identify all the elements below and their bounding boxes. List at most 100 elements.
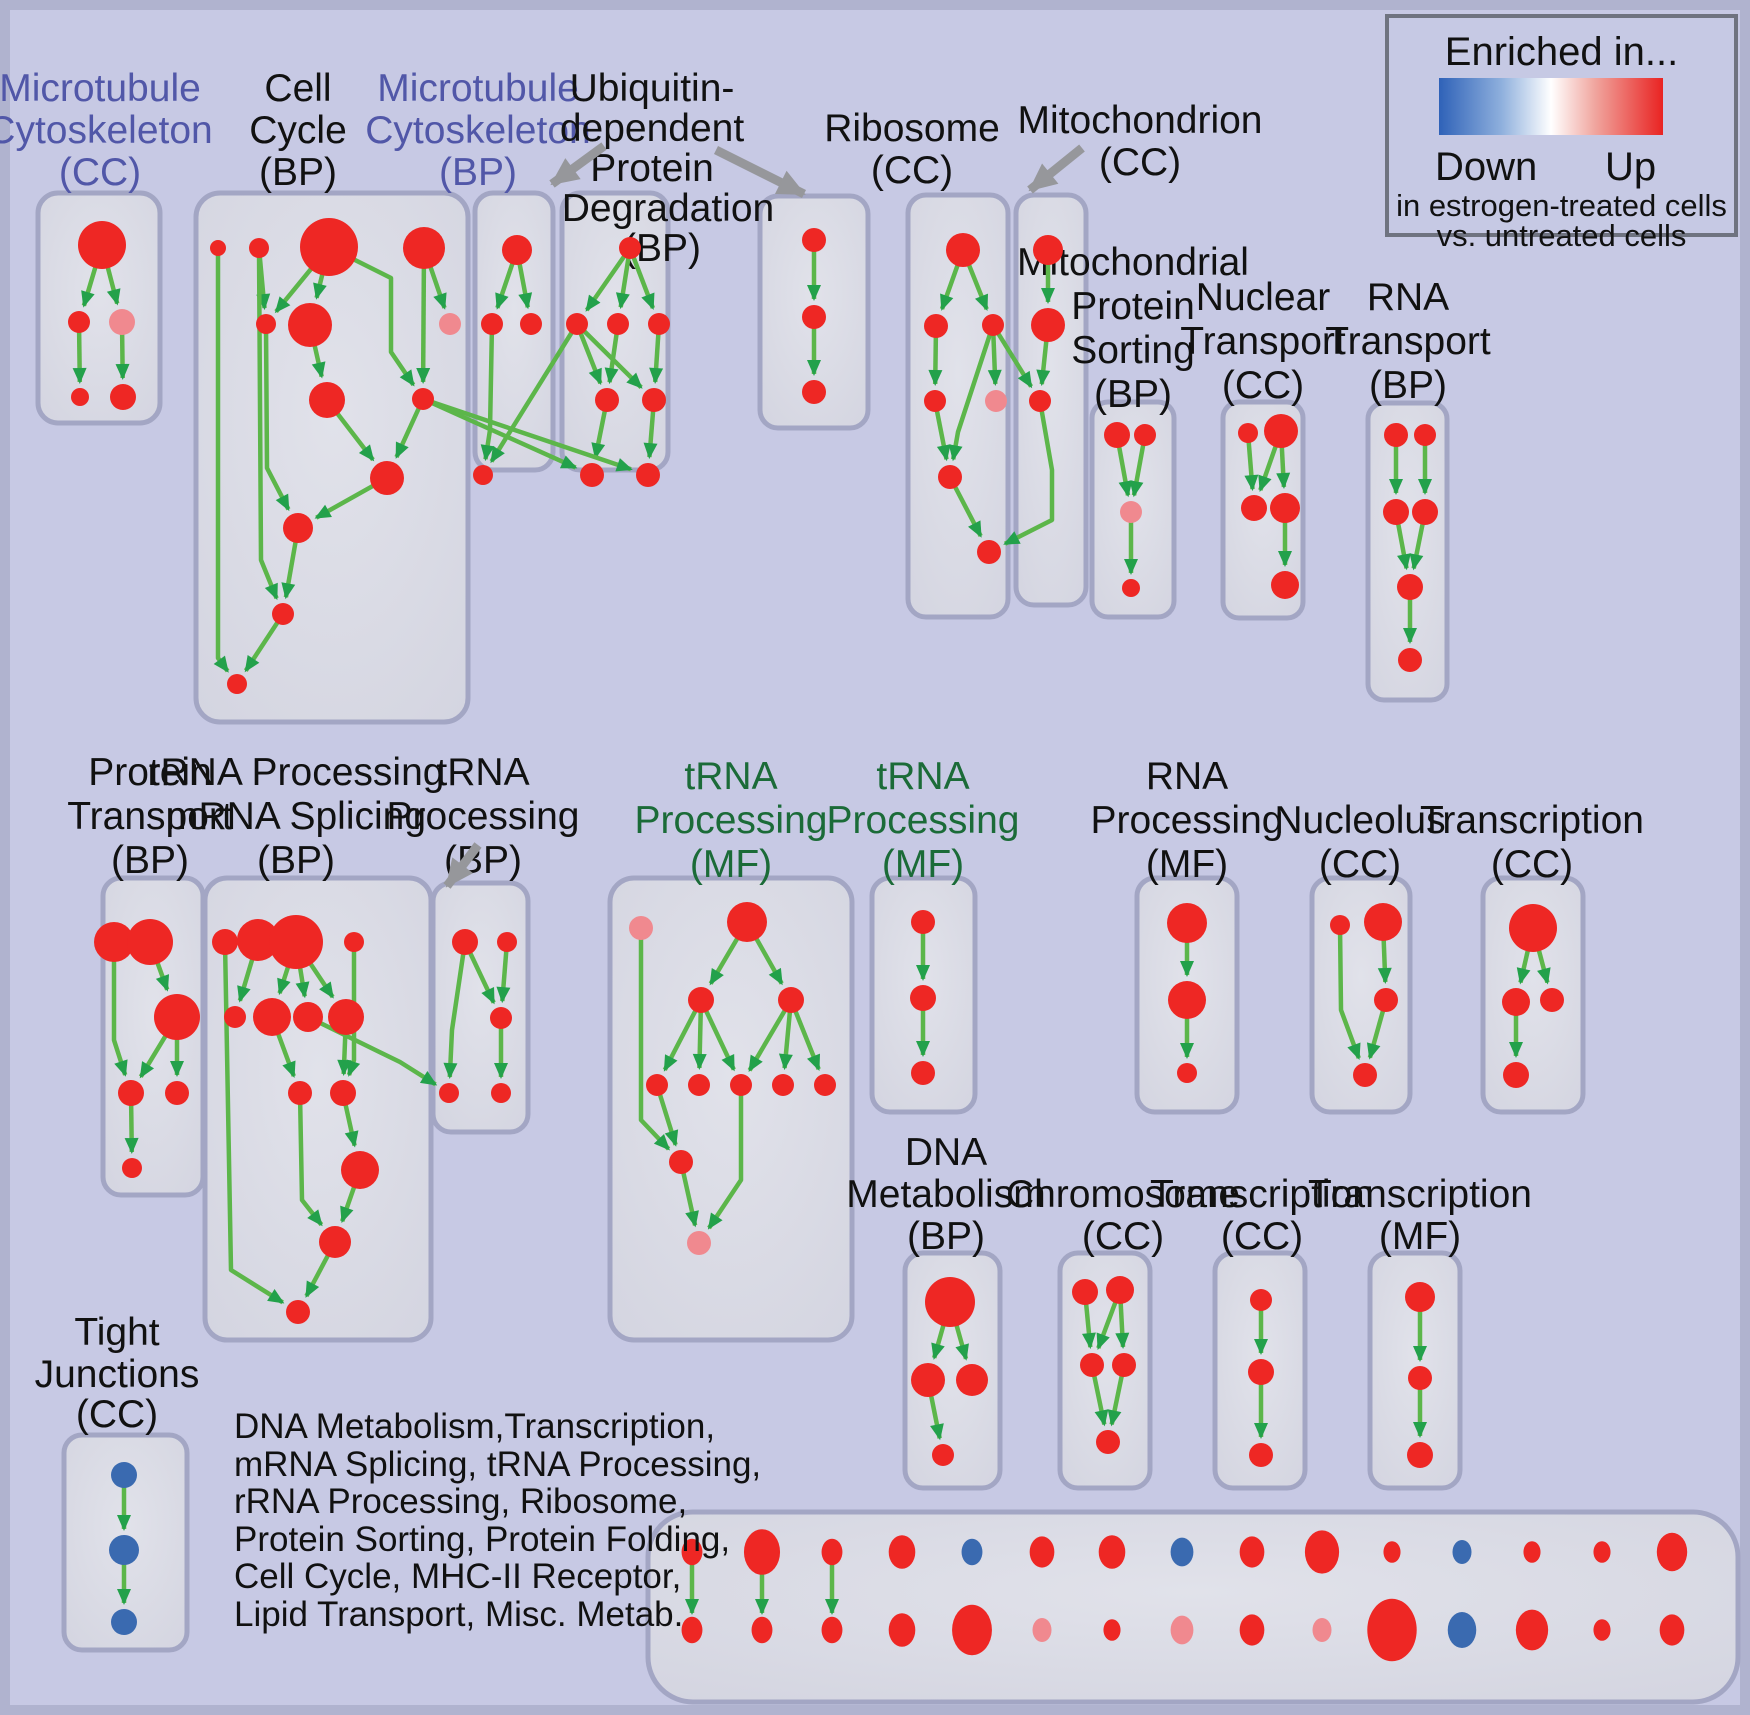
cluster-label-trmf1-line-1: tRNA (684, 755, 777, 798)
go-term-node-trmf1-T (727, 902, 767, 942)
note-line-1: DNA Metabolism,Transcription, (234, 1407, 716, 1446)
cluster-label-trcc2-line-1: Transcription (1420, 799, 1644, 842)
cross-edge-mito.n3-ribosome.bot (1003, 400, 1055, 546)
go-term-node-ribosome-conv (938, 465, 962, 489)
go-term-node-rnat-t1 (1384, 423, 1408, 447)
edge-cell_cycle-e-k (263, 323, 291, 512)
go-term-node-rrna-L (319, 1226, 351, 1258)
go-term-node-trbp-bL (439, 1083, 459, 1103)
cluster-label-mt_cc-line-3: (CC) (59, 151, 141, 194)
edge-trmf1-mA-r1 (662, 998, 703, 1072)
go-term-node-chrom-tR (1106, 1276, 1134, 1304)
go-term-node-overview-b7 (1103, 1619, 1121, 1641)
go-term-node-dnamet-bot (932, 1444, 954, 1466)
cluster-label-chrom-line-1: Chromosome (1006, 1173, 1240, 1216)
go-term-node-chrom-bot (1096, 1430, 1120, 1454)
go-term-node-rrna-C (269, 915, 323, 969)
cluster-label-dnamet-line-3: (BP) (907, 1215, 985, 1258)
go-term-node-nt-tS (1238, 423, 1258, 443)
go-term-node-cell_cycle-c (300, 218, 358, 276)
edge-cell_cycle-c-i (327, 244, 416, 387)
cluster-label-tight-line-1: Tight (74, 1311, 159, 1354)
go-term-node-overview-b13 (1515, 1609, 1549, 1651)
go-term-node-tight-n1 (111, 1462, 137, 1488)
cluster-label-trcc3-line-1: Transcription (1150, 1173, 1374, 1216)
go-term-node-dnamet-bL (911, 1363, 945, 1397)
go-term-node-mps-t1 (1104, 422, 1130, 448)
go-term-node-nt-mL (1241, 495, 1267, 521)
go-term-node-trmf1-r5 (814, 1074, 836, 1096)
cluster-label-mt_bp-line-1: Microtubule (377, 67, 579, 110)
go-term-node-mps-t2 (1134, 424, 1156, 446)
go-term-node-ribosome-hub (982, 314, 1004, 336)
go-term-node-overview-t1 (681, 1538, 703, 1566)
cluster-label-ubiq-line-2: dependent (560, 107, 745, 150)
cluster-label-cell_cycle-line-3: (BP) (259, 151, 337, 194)
edge-ubiq-m1-l2 (575, 322, 643, 390)
cluster-label-ubiq-line-1: Ubiquitin- (570, 67, 735, 110)
cluster-label-tight-line-3: (CC) (76, 1393, 158, 1436)
go-term-node-trmf3-n1 (1405, 1282, 1435, 1312)
cluster-label-trbp-line-1: tRNA (436, 751, 529, 794)
edge-trmf1-r3-pb (707, 1085, 744, 1230)
legend-subtitle-1: in estrogen-treated cells (1396, 188, 1727, 223)
label-pointer-arrow-1 (549, 142, 607, 188)
go-term-node-pt-m2 (165, 1081, 189, 1105)
go-term-node-mito-n2 (1031, 308, 1065, 342)
go-term-node-ubiq2-n2 (802, 305, 826, 329)
go-term-node-chrom-mR (1112, 1353, 1136, 1377)
go-term-node-ubiq2-n1 (802, 228, 826, 252)
cluster-label-nucleolus-line-2: (CC) (1319, 843, 1401, 886)
legend-title: Enriched in... (1444, 30, 1679, 74)
go-term-node-rrna-B (237, 919, 279, 961)
go-term-node-rnat-t2 (1414, 424, 1436, 446)
cluster-label-ribosome-line-1: Ribosome (824, 107, 1000, 150)
go-term-node-trcc3-n2 (1248, 1359, 1274, 1385)
go-term-node-mt_bp-top (502, 235, 532, 265)
cluster-label-rnaproc-line-2: Processing (1091, 799, 1284, 842)
go-term-node-trcc2-mR (1540, 988, 1564, 1012)
go-term-node-overview-b1 (681, 1616, 703, 1644)
cluster-label-nt-line-3: (CC) (1222, 364, 1304, 407)
go-term-node-rrna-K (341, 1151, 379, 1189)
cluster-label-trmf2-line-3: (MF) (882, 843, 964, 886)
go-term-node-rrna-H (328, 999, 364, 1035)
cluster-label-mito-line-1: Mitochondrion (1018, 99, 1263, 142)
go-term-node-overview-t6 (1029, 1536, 1055, 1568)
go-term-node-cell_cycle-d (403, 227, 445, 269)
cluster-label-rnat-line-3: (BP) (1369, 364, 1447, 407)
go-term-node-pt-b1 (94, 922, 134, 962)
note-line-4: Protein Sorting, Protein Folding, (234, 1519, 731, 1559)
go-term-node-trcc3-n3 (1249, 1443, 1273, 1467)
cluster-box-chrom (1057, 1250, 1153, 1491)
go-term-node-trmf1-r3 (730, 1074, 752, 1096)
go-term-node-trcc2-top (1509, 904, 1557, 952)
go-term-node-ribosome-pink (985, 390, 1007, 412)
edge-ubiq-top-m1 (584, 246, 632, 312)
go-term-node-rnat-m2 (1412, 499, 1438, 525)
go-term-node-ubiq-m1 (566, 313, 588, 335)
go-term-node-mito-n1 (1033, 235, 1063, 265)
cross-edge-ribosome.hub-mito.n3 (991, 323, 1034, 389)
cluster-label-pt-line-1: Protein (88, 751, 212, 794)
go-term-node-trmf1-r4 (772, 1074, 794, 1096)
go-term-node-cell_cycle-a (210, 240, 226, 256)
cluster-label-trmf3-line-1: Transcription (1308, 1173, 1532, 1216)
go-term-node-overview-t10 (1304, 1530, 1340, 1574)
go-term-node-mt_cc-B (68, 311, 90, 333)
cluster-label-rnaproc-line-3: (MF) (1146, 843, 1228, 886)
cluster-label-rrna-line-3: (BP) (257, 839, 335, 882)
go-term-node-overview-b9 (1239, 1614, 1265, 1646)
edge-cell_cycle-a-m (213, 248, 230, 673)
edge-cell_cycle-l-m (243, 612, 285, 673)
edge-ribosome-hub-conv (948, 324, 996, 462)
go-term-node-pt-m1 (118, 1080, 144, 1106)
go-term-node-overview-t8 (1170, 1537, 1194, 1567)
go-term-node-trcc2-bot (1503, 1062, 1529, 1088)
cluster-label-nt-line-1: Nuclear (1196, 276, 1330, 319)
cluster-label-rrna-line-2: mRNA Splicing (166, 795, 426, 838)
cluster-label-pt-line-2: Transport (67, 795, 233, 838)
go-term-node-rrna-E (224, 1006, 246, 1028)
go-term-node-trbp-bR (491, 1083, 511, 1103)
